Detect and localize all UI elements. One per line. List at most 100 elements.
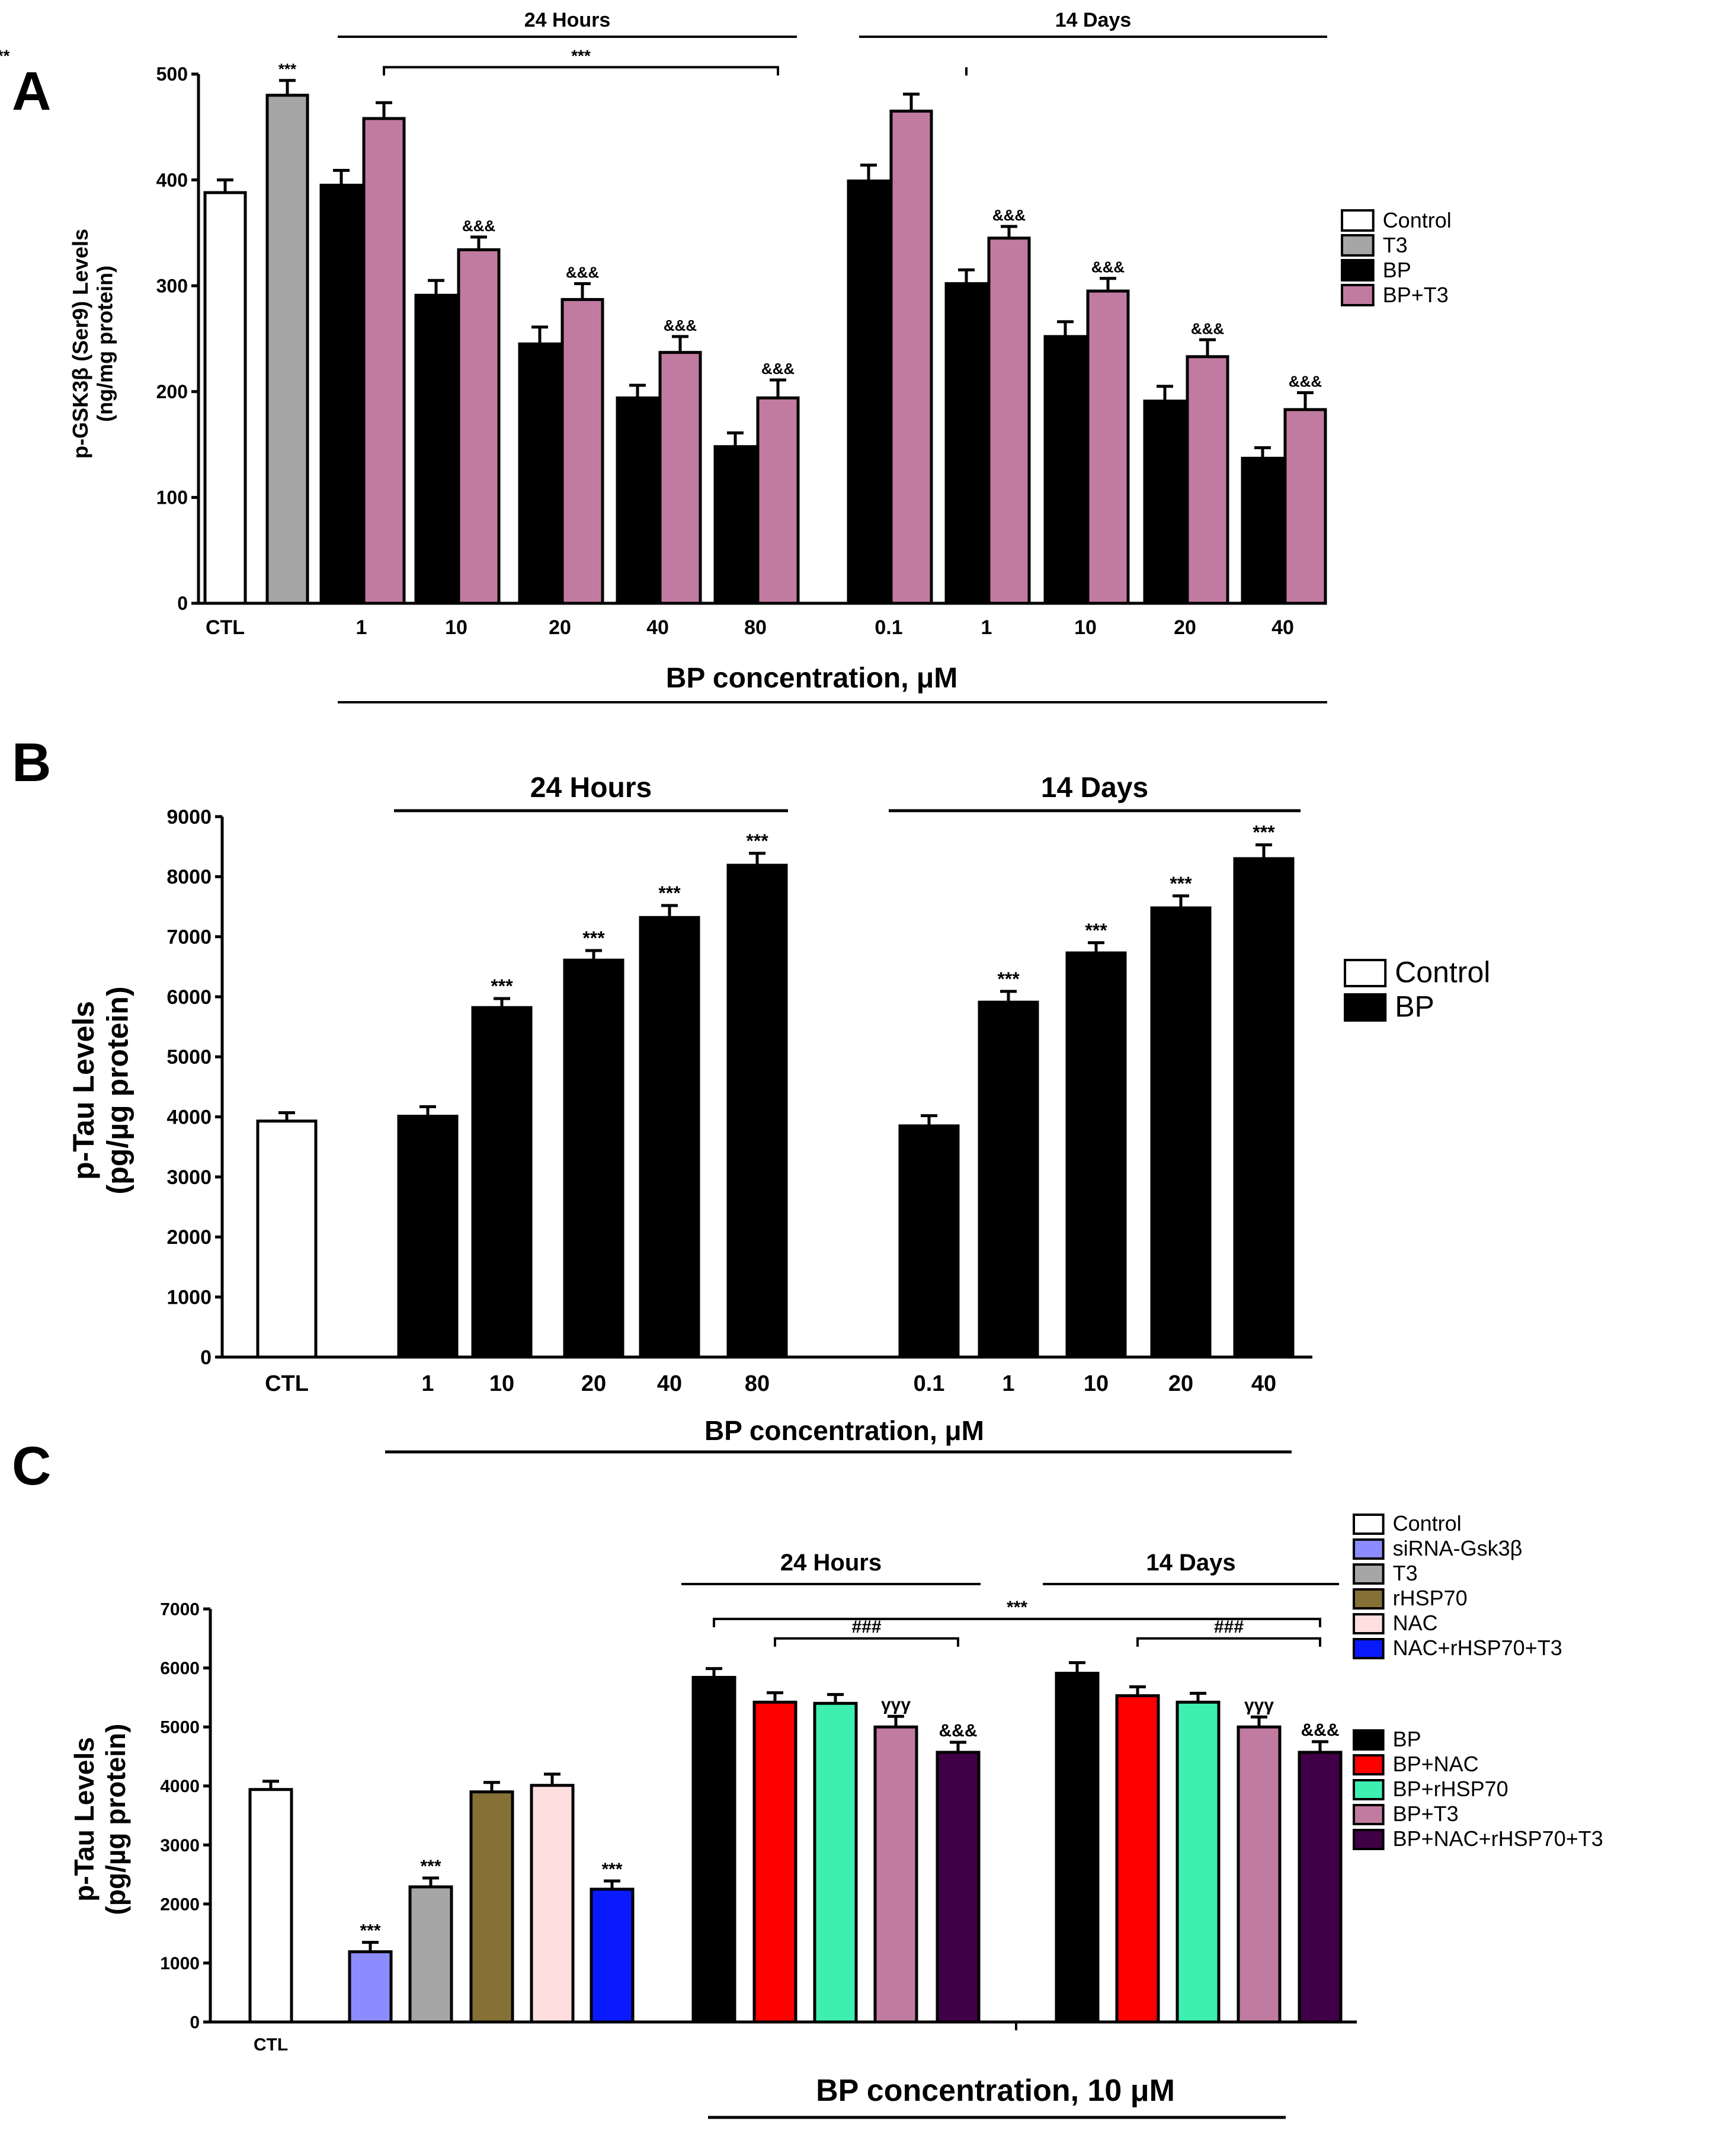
panel-c-x-tick-label: CTL bbox=[254, 2035, 288, 2055]
panel-c-legend-swatch bbox=[1353, 1729, 1385, 1751]
panel-a-bracket-label: *** bbox=[0, 46, 9, 65]
panel-a-bar bbox=[756, 396, 800, 605]
panel-a-bar bbox=[1043, 335, 1087, 605]
panel-c-bar bbox=[248, 1788, 293, 2024]
panel-b-y-tick-label: 2000 bbox=[166, 1226, 212, 1249]
panel-c-bar bbox=[590, 1887, 635, 2024]
panel-a-legend-label: Control bbox=[1383, 208, 1452, 232]
panel-a-bar bbox=[616, 396, 659, 605]
panel-b-x-tick-label: 20 bbox=[1168, 1371, 1193, 1396]
panel-a-x-tick-label: 1 bbox=[981, 616, 992, 639]
panel-b-bar bbox=[1150, 906, 1212, 1359]
panel-a-x-tick-label: 20 bbox=[1174, 616, 1196, 639]
panel-a-y-tick-label: 0 bbox=[177, 593, 188, 614]
panel-b-y-axis-title: p-Tau Levels(pg/µg protein) bbox=[67, 987, 134, 1195]
panel-c-x-axis-title: BP concentration, 10 μM bbox=[816, 2074, 1175, 2108]
panel-b-bar bbox=[726, 863, 788, 1359]
panel-c-sig-label: *** bbox=[601, 1860, 622, 1879]
panel-c-legend-label: rHSP70 bbox=[1393, 1586, 1468, 1610]
panel-b-legend-swatch bbox=[1344, 959, 1387, 987]
panel-a-sig-label: &&& bbox=[761, 360, 795, 377]
panel-b-x-tick-label: 20 bbox=[581, 1371, 606, 1396]
panel-c-y-tick-label: 1000 bbox=[160, 1954, 200, 1973]
panel-c-legend-swatch bbox=[1353, 1638, 1385, 1659]
panel-a-sig-label: &&& bbox=[1091, 258, 1125, 276]
panel-c-legend-label: BP+T3 bbox=[1393, 1802, 1459, 1826]
panel-c-y-tick-label: 7000 bbox=[160, 1600, 200, 1620]
panel-c-legend-label: Control bbox=[1393, 1511, 1462, 1535]
panel-a-bar bbox=[987, 236, 1031, 605]
panel-a-bar bbox=[1186, 355, 1229, 605]
panel-a-sig-label: &&& bbox=[566, 264, 599, 281]
panel-a-bar bbox=[1283, 408, 1327, 605]
panel-c-bar bbox=[530, 1784, 575, 2024]
panel-c-legend-label: BP+NAC+rHSP70+T3 bbox=[1393, 1826, 1603, 1851]
panel-c-sig-label: *** bbox=[360, 1921, 380, 1941]
panel-a-legend-swatch bbox=[1341, 209, 1375, 232]
panel-a-legend-swatch bbox=[1341, 259, 1375, 281]
panel-c-bar bbox=[1298, 1751, 1343, 2024]
panel-a-x-tick-label: 40 bbox=[1271, 616, 1294, 639]
panel-a-x-tick-label: 80 bbox=[744, 616, 767, 639]
panel-a-legend-label: T3 bbox=[1383, 233, 1408, 257]
panel-b-bar bbox=[639, 916, 700, 1359]
panel-b-sig-label: *** bbox=[746, 830, 768, 852]
panel-c-bracket-label: ### bbox=[1214, 1617, 1244, 1637]
panel-c-y-axis-title: p-Tau Levels(pg/µg protein) bbox=[69, 1724, 131, 1915]
panel-c-legend-label: BP bbox=[1393, 1727, 1421, 1751]
panel-a-bar bbox=[889, 110, 933, 605]
panel-c-y-tick-label: 0 bbox=[190, 2013, 200, 2033]
panel-b-x-tick-label: 1 bbox=[1002, 1371, 1014, 1396]
panel-c-legend-swatch bbox=[1353, 1514, 1385, 1535]
panel-a-y-tick-label: 100 bbox=[156, 487, 188, 508]
panel-a-x-tick-label: 40 bbox=[646, 616, 669, 639]
panel-a-bar bbox=[944, 282, 988, 605]
panel-a-bar bbox=[713, 445, 757, 605]
panel-a-x-tick-label: 10 bbox=[1074, 616, 1097, 639]
panel-a-x-tick-label: 20 bbox=[549, 616, 571, 639]
panel-a-x-tick-label: 10 bbox=[445, 616, 467, 639]
panel-a-bar bbox=[658, 351, 702, 605]
panel-c-bracket bbox=[774, 1637, 959, 1647]
panel-b-bar bbox=[397, 1115, 459, 1359]
panel-c-legend-label: siRNA-Gsk3β bbox=[1393, 1536, 1523, 1560]
panel-b-y-tick-label: 6000 bbox=[166, 986, 212, 1009]
panel-b-chart: 0 1000 2000 3000 4000 5000 6000 7000 8000 9000 ***… bbox=[67, 772, 1490, 1454]
panel-b-y-axis-title-line: (pg/µg protein) bbox=[101, 987, 134, 1195]
panel-b-bar bbox=[1233, 857, 1295, 1359]
panel-a-bar bbox=[203, 191, 247, 605]
panel-b-sig-label: *** bbox=[1170, 873, 1192, 894]
panel-b-bar bbox=[898, 1124, 960, 1359]
panel-a-sig-label: &&& bbox=[462, 217, 495, 235]
panel-a-letter: A bbox=[12, 61, 51, 121]
panel-b-sig-label: *** bbox=[658, 882, 681, 904]
panel-c-bracket-label: *** bbox=[1007, 1598, 1027, 1617]
panel-c-y-axis-title-line: p-Tau Levels bbox=[69, 1737, 100, 1902]
panel-b-x-axis-title: BP concentration, μM bbox=[704, 1415, 984, 1446]
panel-a-bar bbox=[1241, 456, 1285, 605]
panel-b-group-label: 14 Days bbox=[1041, 772, 1148, 804]
panel-c-bar bbox=[752, 1700, 797, 2024]
panel-c-sig-label: &&& bbox=[1301, 1720, 1340, 1740]
panel-b-x-tick-label: 40 bbox=[657, 1371, 682, 1396]
panel-c-y-tick-label: 6000 bbox=[160, 1659, 200, 1678]
panel-b-legend-label: Control bbox=[1395, 955, 1490, 988]
panel-c-y-tick-label: 3000 bbox=[160, 1836, 200, 1855]
panel-c-legend-swatch bbox=[1353, 1588, 1385, 1610]
panel-c-letter: C bbox=[12, 1436, 51, 1496]
panel-a-bar bbox=[518, 342, 562, 605]
panel-c-bar bbox=[469, 1790, 514, 2024]
panel-c-chart: 0 1000 2000 3000 4000 5000 6000 7000 *** *** *** γγ… bbox=[69, 1511, 1603, 2119]
panel-b-y-tick-label: 4000 bbox=[166, 1106, 212, 1129]
panel-b-x-tick-label: 1 bbox=[421, 1371, 434, 1396]
panel-c-y-tick-label: 2000 bbox=[160, 1895, 200, 1914]
panel-a-sig-label: &&& bbox=[664, 316, 697, 334]
panel-a-bar bbox=[560, 297, 604, 605]
panel-b-bar bbox=[1065, 951, 1127, 1359]
panel-a-sig-label: &&& bbox=[1191, 319, 1224, 337]
panel-b-x-tick-label: CTL bbox=[265, 1371, 309, 1396]
panel-c-sig-label: &&& bbox=[939, 1721, 978, 1741]
panel-a-bar bbox=[1143, 399, 1187, 605]
panel-b-x-tick-label: 0.1 bbox=[914, 1371, 945, 1396]
